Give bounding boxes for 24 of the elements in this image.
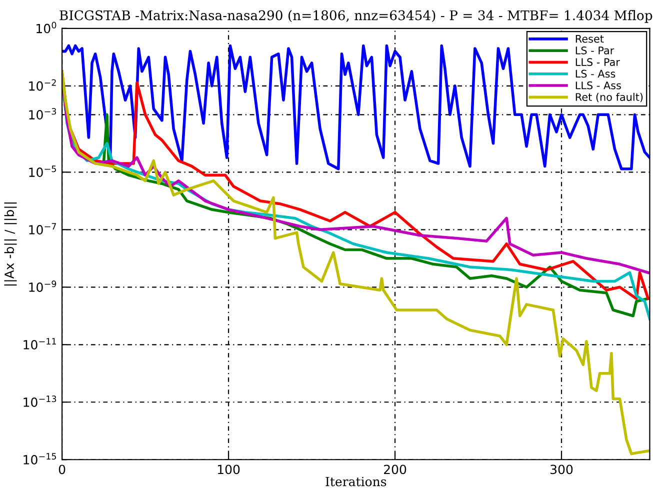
chart-title: BICGSTAB -Matrix:Nasa-nasa290 (n=1806, nnz=63454) - P = 34 - MTBF= 1.4034 Mflop xyxy=(60,10,652,23)
x-tick-label: 100 xyxy=(218,464,240,474)
legend-label: LS - Ass xyxy=(576,70,616,78)
x-tick-label: 300 xyxy=(550,464,573,474)
y-tick-label: 10$^{−15}$ xyxy=(24,453,56,464)
x-tick-label: 0 xyxy=(58,464,66,474)
legend-label: LS - Par xyxy=(576,46,614,54)
y-tick-label: 10$^{−9}$ xyxy=(29,280,56,292)
line-series xyxy=(62,70,650,456)
y-tick-label: 10$^{−3}$ xyxy=(29,108,56,120)
y-tick-label: 10$^{−2}$ xyxy=(29,79,56,91)
legend-label: LLS - Par xyxy=(576,58,620,66)
x-tick-label: 200 xyxy=(384,464,406,474)
legend-label: LLS - Ass xyxy=(576,81,621,90)
x-axis-title: Iterations xyxy=(326,476,386,486)
y-tick-label: 10$^{−13}$ xyxy=(24,396,56,407)
y-tick-label: 10$^{0}$ xyxy=(36,22,56,34)
legend-label: Ret (no fault) xyxy=(576,92,643,102)
y-tick-label: 10$^{−5}$ xyxy=(29,166,56,177)
y-tick-label: 10$^{−11}$ xyxy=(24,338,56,350)
legend-label: Reset xyxy=(576,34,604,43)
y-tick-label: 10$^{−7}$ xyxy=(29,223,56,234)
line-series xyxy=(62,44,650,170)
y-axis-title: ||Ax -b|| / ||b|| xyxy=(4,202,17,286)
